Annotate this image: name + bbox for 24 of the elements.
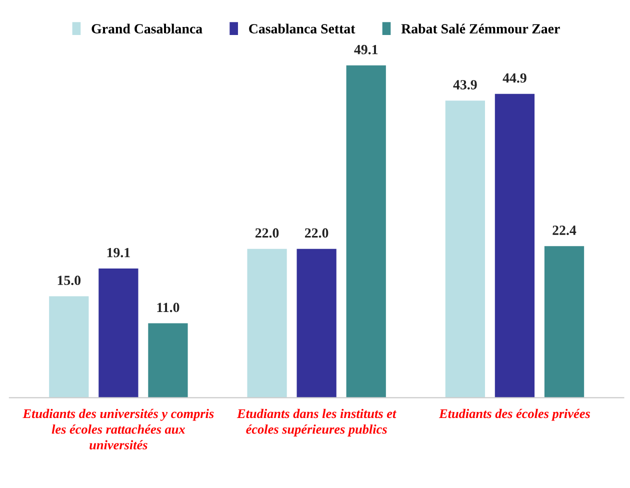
bar (49, 296, 89, 398)
legend-label: Casablanca Settat (249, 24, 356, 34)
bar (247, 248, 287, 398)
data-label: 44.9 (502, 73, 526, 83)
x-tick-label: Etudiants des écoles privées (438, 408, 590, 421)
bar (148, 323, 188, 398)
data-label: 22.4 (552, 226, 576, 236)
bar (296, 248, 336, 398)
bar (544, 246, 584, 398)
legend-label: Rabat Salé Zémmour Zaer (401, 24, 560, 34)
data-label: 15.0 (58, 276, 81, 286)
bar (494, 94, 535, 398)
data-label: 22.0 (255, 228, 279, 238)
data-label: 43.9 (453, 80, 477, 90)
x-tick-label: Etudiants dans les instituts et écoles supérieures publics (236, 408, 396, 436)
bar (346, 65, 386, 398)
legend-label: Grand Casablanca (92, 24, 202, 34)
bar (445, 100, 485, 398)
data-label: 49.1 (354, 44, 378, 54)
x-tick-label: Etudiants des universités y compris les écoles rattachées aux universités (22, 408, 214, 450)
data-label: 11.0 (157, 302, 180, 312)
data-label: 19.1 (107, 248, 130, 258)
bar (98, 268, 138, 398)
data-label: 22.0 (305, 228, 328, 238)
